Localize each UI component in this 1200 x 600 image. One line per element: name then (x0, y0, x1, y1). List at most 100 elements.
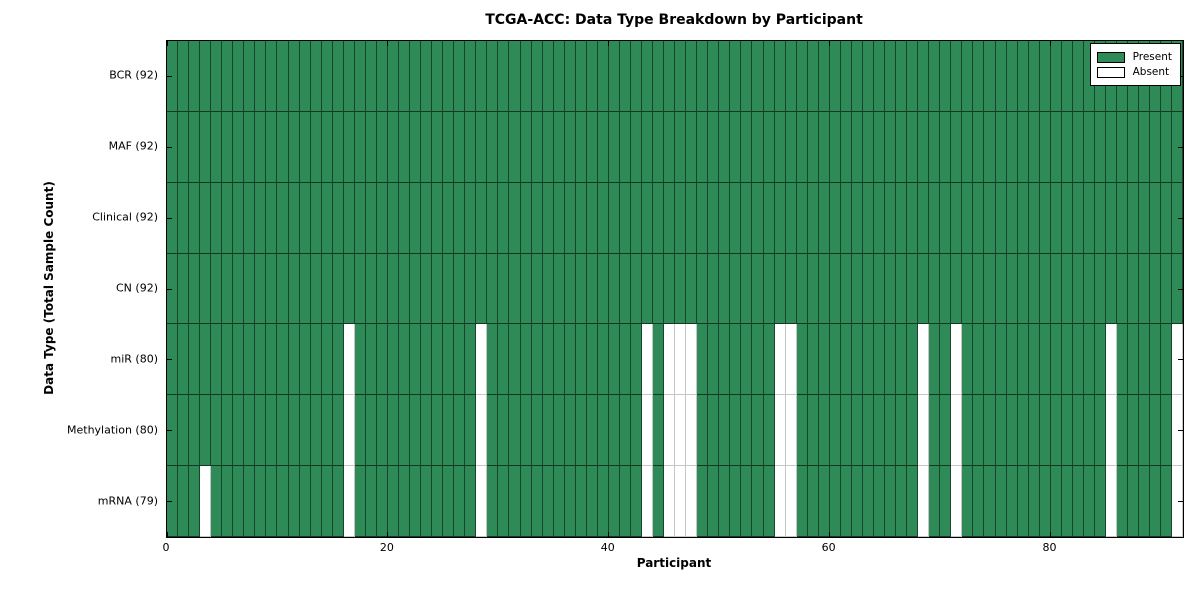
heatmap-cell (630, 466, 643, 538)
heatmap-cell (222, 253, 234, 325)
heatmap-cell (708, 324, 720, 396)
heatmap-cell (476, 324, 488, 396)
heatmap-cell (178, 253, 190, 325)
heatmap-cell (343, 466, 355, 538)
x-tick-label: 40 (600, 541, 615, 554)
heatmap-cell (421, 182, 433, 254)
heatmap-cell (1117, 466, 1129, 538)
heatmap-cell (1028, 324, 1040, 396)
heatmap-cell (553, 111, 565, 183)
heatmap-cell (332, 182, 344, 254)
heatmap-cell (189, 41, 201, 112)
heatmap-cell (1161, 111, 1173, 183)
heatmap-cell (266, 466, 278, 538)
y-tick-mark (1178, 146, 1183, 148)
heatmap-cell (1128, 182, 1140, 254)
heatmap-cell (896, 466, 908, 538)
heatmap-cell (796, 324, 808, 396)
heatmap-cell (763, 395, 775, 467)
heatmap-cell (785, 111, 797, 183)
heatmap-cell (1150, 253, 1162, 325)
heatmap-cell (1072, 395, 1084, 467)
heatmap-cell (1105, 466, 1118, 538)
heatmap-cell (818, 182, 830, 254)
heatmap-cell (178, 41, 190, 112)
heatmap-cell (354, 253, 366, 325)
heatmap-cell (840, 111, 852, 183)
heatmap-cell (421, 395, 433, 467)
heatmap-cell (851, 466, 863, 538)
heatmap-cell (365, 395, 377, 467)
heatmap-cell (432, 395, 444, 467)
heatmap-cell (564, 182, 576, 254)
heatmap-cell (233, 41, 245, 112)
heatmap-cell (277, 324, 289, 396)
heatmap-cell (233, 182, 245, 254)
heatmap-cell (763, 182, 775, 254)
heatmap-cell (1050, 111, 1062, 183)
heatmap-cell (741, 111, 753, 183)
heatmap-cell (520, 253, 532, 325)
heatmap-cell (476, 395, 488, 467)
heatmap-cell (719, 324, 731, 396)
heatmap-cell (597, 324, 609, 396)
heatmap-cell (896, 395, 908, 467)
heatmap-cell (818, 324, 830, 396)
heatmap-row (167, 466, 1184, 538)
heatmap-cell (531, 324, 543, 396)
heatmap-cell (421, 111, 433, 183)
heatmap-cell (642, 466, 654, 538)
heatmap-cell (189, 182, 201, 254)
heatmap-cell (332, 253, 344, 325)
heatmap-cell (1006, 253, 1018, 325)
heatmap-cell (1050, 466, 1062, 538)
heatmap-cell (995, 395, 1007, 467)
heatmap-cell (277, 182, 289, 254)
heatmap-cell (697, 111, 709, 183)
heatmap-cell (443, 182, 455, 254)
heatmap-cell (531, 466, 543, 538)
heatmap-cell (686, 324, 698, 396)
heatmap-cell (962, 41, 974, 112)
heatmap-cell (653, 41, 665, 112)
heatmap-cell (1017, 111, 1029, 183)
heatmap-cell (829, 182, 841, 254)
heatmap-cell (874, 41, 886, 112)
heatmap-cell (321, 466, 333, 538)
heatmap-cell (222, 41, 234, 112)
heatmap-cell (1094, 324, 1106, 396)
heatmap-cell (697, 41, 709, 112)
heatmap-cell (321, 324, 333, 396)
heatmap-cell (398, 41, 411, 112)
heatmap-cell (244, 395, 256, 467)
heatmap-cell (1150, 324, 1162, 396)
heatmap-cell (929, 41, 941, 112)
heatmap-cell (862, 324, 874, 396)
heatmap-cell (818, 253, 830, 325)
heatmap-cell (1050, 395, 1062, 467)
y-tick-mark (167, 288, 172, 290)
heatmap-cell (653, 324, 665, 396)
heatmap-cell (675, 395, 687, 467)
heatmap-cell (365, 253, 377, 325)
heatmap-cell (288, 466, 300, 538)
heatmap-cell (575, 182, 587, 254)
heatmap-cell (1061, 395, 1073, 467)
heatmap-cell (907, 395, 919, 467)
heatmap-cell (564, 395, 576, 467)
heatmap-cell (984, 41, 996, 112)
heatmap-cell (995, 466, 1007, 538)
heatmap-cell (553, 466, 565, 538)
y-tick-mark (1178, 501, 1183, 503)
heatmap-cell (940, 111, 952, 183)
heatmap-cell (730, 41, 742, 112)
heatmap-cell (851, 395, 863, 467)
heatmap-cell (167, 466, 179, 538)
heatmap-cell (553, 324, 565, 396)
heatmap-cell (200, 253, 212, 325)
heatmap-cell (509, 253, 521, 325)
heatmap-cell (984, 395, 996, 467)
heatmap-cell (885, 324, 897, 396)
x-axis-label: Participant (636, 556, 712, 570)
heatmap-cell (1117, 182, 1129, 254)
